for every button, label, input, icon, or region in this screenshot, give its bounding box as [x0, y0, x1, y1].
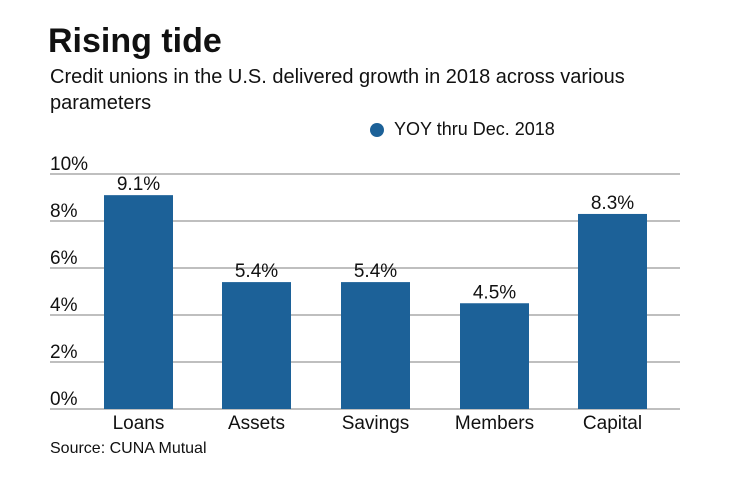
x-tick-label: Assets [228, 413, 285, 434]
x-tick-label: Savings [342, 413, 410, 434]
y-tick-label: 4% [50, 295, 78, 316]
data-label: 4.5% [473, 282, 516, 303]
x-tick-label: Members [455, 413, 534, 434]
data-label: 8.3% [591, 193, 634, 214]
x-tick-label: Loans [113, 413, 165, 434]
source-note: Source: CUNA Mutual [50, 440, 207, 457]
legend-label: YOY thru Dec. 2018 [394, 119, 555, 139]
y-tick-label: 6% [50, 248, 78, 269]
legend-dot-icon [370, 122, 384, 137]
y-tick-label: 8% [50, 201, 78, 222]
bar-loans [104, 195, 173, 409]
bar-assets [222, 282, 291, 409]
y-tick-label: 0% [50, 389, 78, 410]
data-label: 5.4% [354, 261, 397, 282]
data-label: 9.1% [117, 174, 160, 195]
data-label: 5.4% [235, 261, 278, 282]
chart-title: Rising tide [48, 22, 222, 60]
bar-savings [341, 282, 410, 409]
y-tick-label: 2% [50, 342, 78, 363]
x-tick-label: Capital [583, 413, 642, 434]
legend: YOY thru Dec. 2018 [370, 119, 555, 140]
chart-subtitle: Credit unions in the U.S. delivered grow… [50, 66, 625, 114]
bar-members [460, 303, 529, 409]
y-tick-label: 10% [50, 154, 88, 175]
bar-capital [578, 213, 647, 409]
